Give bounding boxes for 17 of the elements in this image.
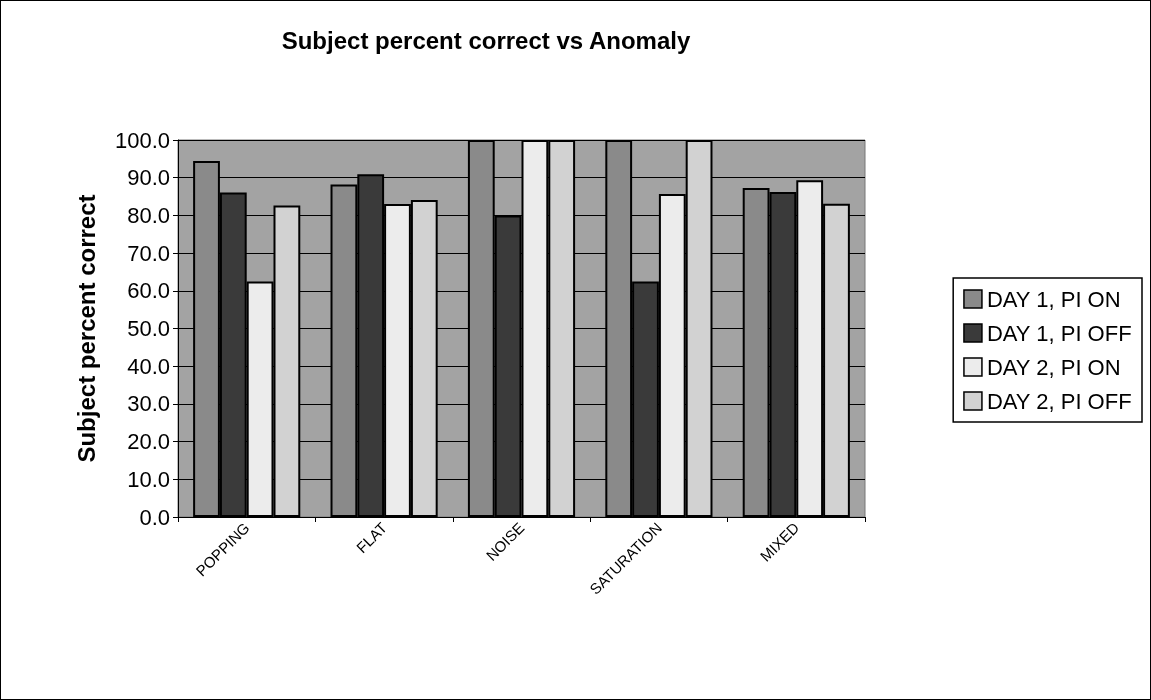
y-tick-label: 30.0 [127,391,170,417]
legend-label: DAY 2, PI ON [986,354,1121,380]
y-tick-label: 20.0 [127,429,170,455]
y-tick-label: 40.0 [127,353,170,379]
chart-title: Subject percent correct vs Anomaly [281,26,691,54]
legend-label: DAY 2, PI OFF [986,388,1132,414]
y-tick-label: 90.0 [127,165,170,191]
y-tick-label: 0.0 [139,504,170,530]
y-tick-label: 60.0 [127,278,170,304]
y-tick-label: 10.0 [127,466,170,492]
legend-label: DAY 1, PI OFF [986,320,1132,346]
legend-label: DAY 1, PI ON [986,286,1121,312]
y-tick-label: 70.0 [127,240,170,266]
y-axis-title: Subject percent correct [72,194,100,463]
y-tick-label: 80.0 [127,202,170,228]
y-tick-label: 100.0 [114,127,170,153]
y-tick-label: 50.0 [127,316,170,341]
